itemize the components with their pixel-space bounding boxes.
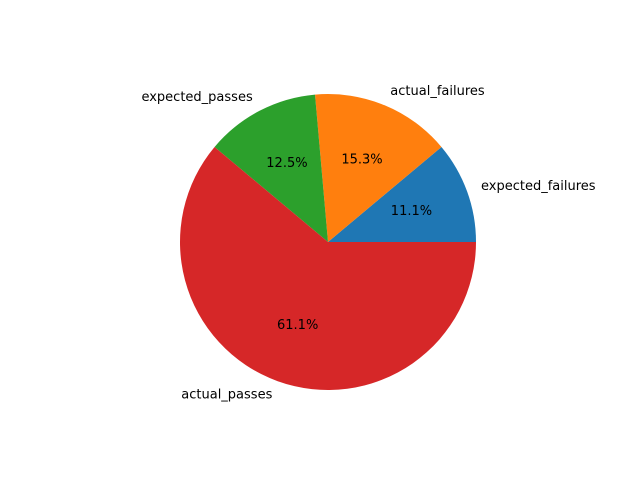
pie-labels: expected_failures 11.1% actual_failures 15.… (141, 84, 595, 402)
slice-label-expected-failures: expected_failures (481, 179, 596, 194)
slice-label-actual-passes: actual_passes (181, 388, 272, 403)
pie-slices (179, 94, 476, 390)
pie-slice-actual-passes (179, 146, 476, 390)
slice-percent-expected-failures: 11.1% (391, 204, 432, 219)
slice-percent-expected-passes: 12.5% (266, 156, 307, 171)
slice-percent-actual-passes: 61.1% (277, 318, 318, 333)
pie-slice-expected-passes (214, 94, 328, 242)
pie-slice-expected-failures (328, 146, 476, 242)
slice-label-expected-passes: expected_passes (141, 90, 252, 105)
pie-slice-actual-failures (314, 94, 442, 242)
slice-label-actual-failures: actual_failures (390, 84, 485, 99)
slice-percent-actual-failures: 15.3% (341, 152, 382, 167)
